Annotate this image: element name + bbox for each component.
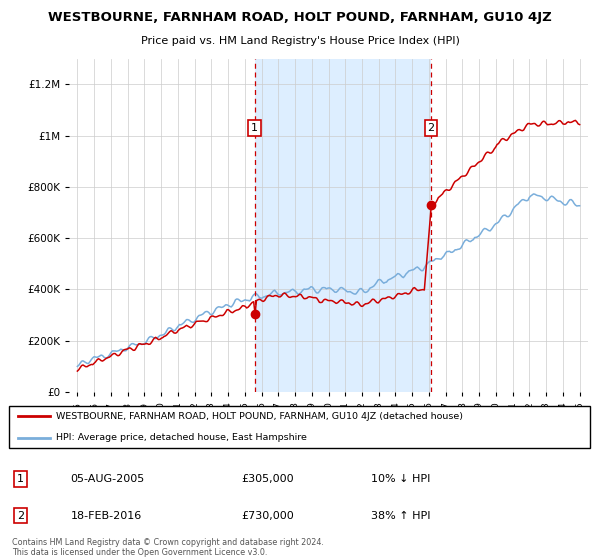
Text: WESTBOURNE, FARNHAM ROAD, HOLT POUND, FARNHAM, GU10 4JZ (detached house): WESTBOURNE, FARNHAM ROAD, HOLT POUND, FA… xyxy=(56,412,463,421)
FancyBboxPatch shape xyxy=(9,405,590,449)
Text: Contains HM Land Registry data © Crown copyright and database right 2024.
This d: Contains HM Land Registry data © Crown c… xyxy=(12,538,324,557)
Text: 1: 1 xyxy=(17,474,24,484)
Text: 10% ↓ HPI: 10% ↓ HPI xyxy=(371,474,430,484)
Text: 38% ↑ HPI: 38% ↑ HPI xyxy=(371,511,430,521)
Text: 05-AUG-2005: 05-AUG-2005 xyxy=(71,474,145,484)
Text: Price paid vs. HM Land Registry's House Price Index (HPI): Price paid vs. HM Land Registry's House … xyxy=(140,36,460,46)
Text: 18-FEB-2016: 18-FEB-2016 xyxy=(71,511,142,521)
Text: HPI: Average price, detached house, East Hampshire: HPI: Average price, detached house, East… xyxy=(56,433,307,442)
Text: 1: 1 xyxy=(251,123,258,133)
Text: WESTBOURNE, FARNHAM ROAD, HOLT POUND, FARNHAM, GU10 4JZ: WESTBOURNE, FARNHAM ROAD, HOLT POUND, FA… xyxy=(48,11,552,24)
Text: £305,000: £305,000 xyxy=(241,474,294,484)
Text: 2: 2 xyxy=(17,511,24,521)
Text: £730,000: £730,000 xyxy=(241,511,294,521)
Text: 2: 2 xyxy=(427,123,434,133)
Bar xyxy=(254,59,431,392)
